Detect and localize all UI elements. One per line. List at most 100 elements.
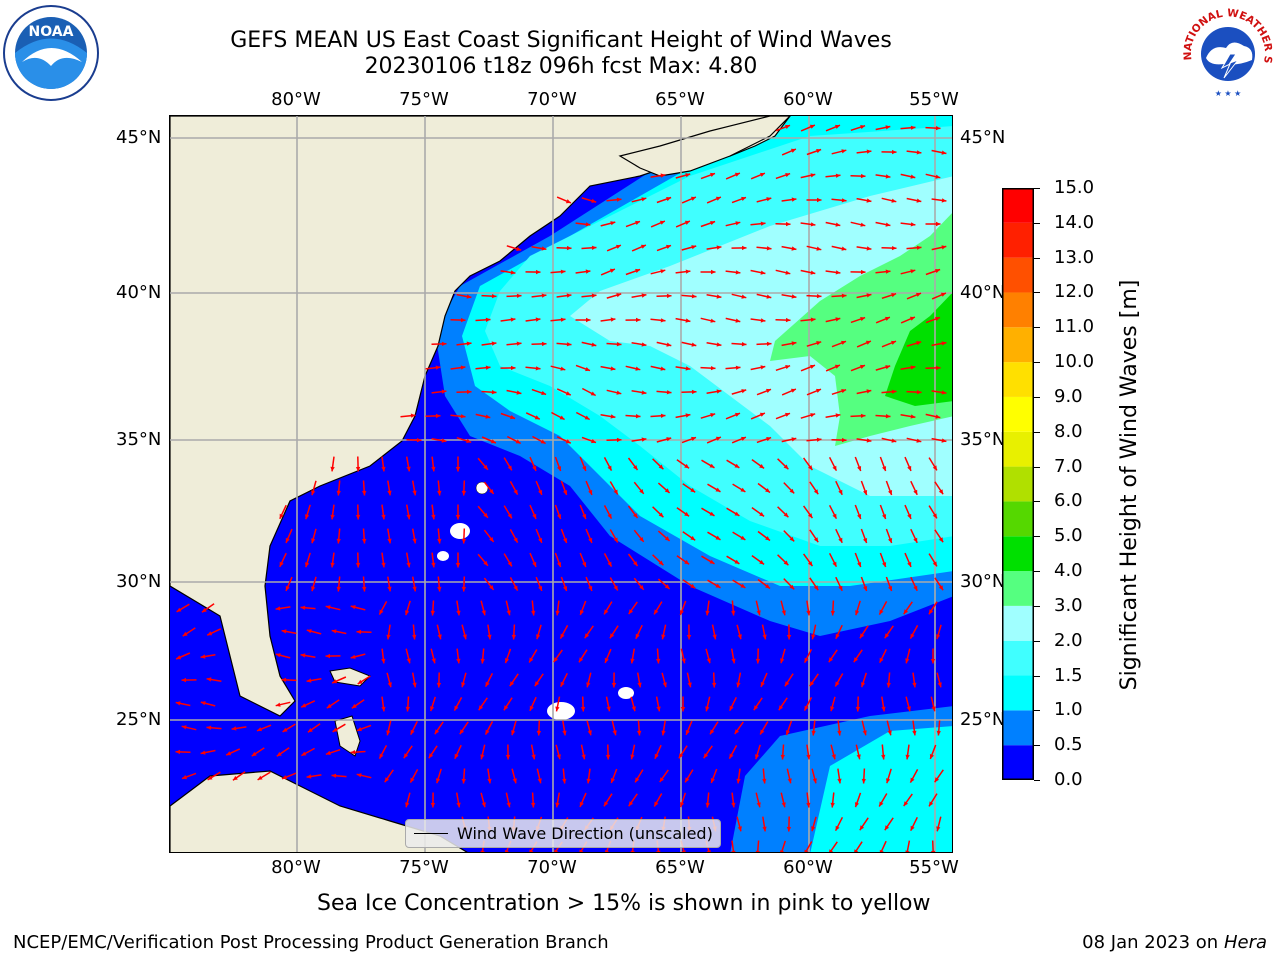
wave-direction-arrowhead xyxy=(616,197,622,202)
wave-direction-arrowhead xyxy=(740,487,746,492)
wave-direction-arrowhead xyxy=(637,730,642,736)
wave-direction-arrowhead xyxy=(854,849,859,852)
colorbar-tick-label: 0.5 xyxy=(1054,734,1083,756)
wave-direction-arrowhead xyxy=(511,730,516,736)
wave-direction-arrowhead xyxy=(685,318,691,323)
wave-direction-arrowhead xyxy=(610,317,616,322)
wave-direction-arrowhead xyxy=(516,293,522,298)
wave-height-map xyxy=(170,116,952,852)
wave-direction-arrowhead xyxy=(662,682,667,688)
wind-wave-direction-arrows xyxy=(175,124,947,852)
wave-direction-arrowhead xyxy=(386,730,391,736)
wave-direction-arrowhead xyxy=(456,802,461,808)
wave-direction-arrowhead xyxy=(565,439,571,444)
wave-direction-arrowhead xyxy=(604,801,609,807)
wave-direction-arrowhead xyxy=(841,293,847,298)
wave-direction-arrowhead xyxy=(387,586,392,592)
wave-direction-arrowhead xyxy=(907,513,912,519)
wave-direction-arrowhead xyxy=(857,466,862,471)
island-white xyxy=(618,687,634,699)
wave-direction-arrowhead xyxy=(279,561,284,567)
colorbar-tick-mark xyxy=(1034,675,1040,677)
wave-direction-arrowhead xyxy=(783,464,789,470)
wave-direction-arrowhead xyxy=(610,221,616,226)
wave-direction-arrowhead xyxy=(785,730,790,736)
wave-direction-arrowhead xyxy=(510,415,516,420)
wave-direction-arrowhead xyxy=(816,294,822,299)
wave-direction-arrowhead xyxy=(691,342,697,347)
wave-direction-arrowhead xyxy=(762,778,767,784)
colorbar-tick-mark xyxy=(1034,536,1040,538)
colorbar-tick-mark xyxy=(1034,780,1040,781)
wave-direction-arrowhead xyxy=(610,778,615,783)
wave-direction-arrowhead xyxy=(806,802,811,808)
wave-direction-arrowhead xyxy=(331,773,337,778)
wave-direction-arrowhead xyxy=(660,318,666,323)
wave-direction-arrowhead xyxy=(455,563,461,568)
wave-direction-arrowhead xyxy=(176,655,182,660)
wave-direction-arrowhead xyxy=(616,342,622,347)
wave-direction-arrowhead xyxy=(859,633,865,639)
wave-direction-arrowhead xyxy=(455,515,461,520)
wave-direction-arrowhead xyxy=(441,438,447,443)
wave-direction-arrowhead xyxy=(226,751,232,756)
wave-direction-arrowhead xyxy=(907,465,912,471)
wave-direction-arrowhead xyxy=(332,679,338,684)
colorbar-segment xyxy=(1002,292,1034,328)
wave-direction-arrowhead xyxy=(891,198,897,203)
wave-direction-arrowhead xyxy=(562,730,567,736)
wave-direction-arrow xyxy=(880,840,887,852)
wave-direction-arrowhead xyxy=(275,702,281,707)
wave-direction-arrowhead xyxy=(759,512,765,517)
wave-direction-arrowhead xyxy=(916,390,922,395)
colorbar-tick-label: 1.5 xyxy=(1054,664,1083,686)
colorbar-segment xyxy=(1002,431,1034,467)
wave-direction-arrowhead xyxy=(487,778,492,784)
wave-direction-arrowhead xyxy=(664,584,670,589)
wave-direction-arrowhead xyxy=(405,802,410,808)
wave-direction-arrowhead xyxy=(176,607,182,612)
wave-direction-arrowhead xyxy=(505,755,511,760)
wave-direction-arrowhead xyxy=(891,389,897,394)
wave-direction-arrowhead xyxy=(405,610,410,616)
wave-direction-arrowhead xyxy=(731,610,736,616)
wave-direction-arrowhead xyxy=(828,657,834,663)
lon-tick-top: 60°W xyxy=(783,89,833,110)
wave-direction-arrowhead xyxy=(709,463,715,468)
wave-direction-arrowhead xyxy=(935,126,941,131)
wave-direction-arrowhead xyxy=(705,802,710,808)
wave-direction-arrowhead xyxy=(685,173,691,178)
wave-direction-arrowhead xyxy=(660,413,666,418)
chart-title: GEFS MEAN US East Coast Significant Heig… xyxy=(230,28,892,53)
wave-direction-arrowhead xyxy=(536,269,541,275)
wave-direction-arrowhead xyxy=(941,150,947,155)
wave-direction-arrowhead xyxy=(387,538,392,544)
wave-direction-arrowhead xyxy=(811,826,816,832)
wave-direction-arrowhead xyxy=(684,463,690,469)
wave-direction-arrowhead xyxy=(181,677,186,683)
wave-direction-arrowhead xyxy=(381,706,386,712)
wave-direction-arrowhead xyxy=(810,413,816,418)
wave-direction-arrowhead xyxy=(381,514,386,520)
wave-direction-arrowhead xyxy=(635,414,641,419)
wave-direction-arrowhead xyxy=(560,366,566,371)
wave-direction-arrowhead xyxy=(903,609,909,615)
wave-direction-arrowhead xyxy=(563,586,568,591)
lat-tick-right: 40°N xyxy=(960,282,1006,303)
wave-direction-arrowhead xyxy=(656,706,661,712)
wave-direction-arrowhead xyxy=(910,825,915,831)
wave-direction-arrowhead xyxy=(536,730,542,736)
wave-direction-arrowhead xyxy=(560,681,565,687)
wave-direction-arrowhead xyxy=(710,172,715,177)
wave-direction-arrowhead xyxy=(928,609,934,615)
wave-direction-arrowhead xyxy=(735,270,741,275)
wave-direction-arrowhead xyxy=(311,538,316,544)
wave-direction-arrowhead xyxy=(734,729,740,735)
wave-direction-arrowhead xyxy=(710,729,715,735)
wave-direction-arrowhead xyxy=(910,633,915,639)
wave-direction-arrowhead xyxy=(207,775,213,780)
wave-direction-arrowhead xyxy=(680,707,686,712)
wave-direction-arrowhead xyxy=(350,605,356,610)
wave-direction-arrowhead xyxy=(590,391,596,396)
wave-direction-arrowhead xyxy=(658,464,664,470)
